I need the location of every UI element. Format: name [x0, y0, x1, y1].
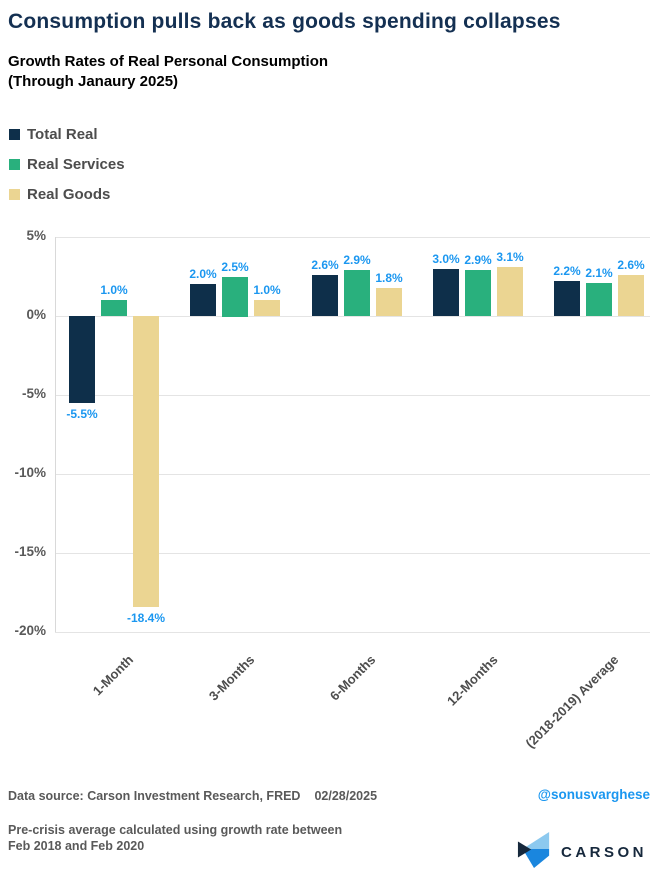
grid-line: [55, 237, 650, 238]
grid-line: [55, 632, 650, 633]
social-handle-link[interactable]: @sonusvarghese: [537, 787, 650, 802]
legend-swatch-icon: [9, 128, 20, 140]
bar: [101, 300, 127, 316]
y-tick-label: -20%: [14, 623, 46, 638]
bar-value-label: 2.0%: [189, 267, 217, 281]
x-category-label: 3-Months: [206, 652, 258, 704]
subtitle-line-1: Growth Rates of Real Personal Consumptio…: [8, 53, 329, 70]
grid-line: [55, 316, 650, 317]
carson-logo-wordmark: CARSON: [561, 843, 648, 861]
bar-value-label: 1.0%: [100, 283, 128, 297]
footnote-line-1: Pre-crisis average calculated using grow…: [8, 823, 343, 837]
chart-legend: Total Real Real Services Real Goods: [9, 119, 125, 209]
x-category-label: (2018-2019) Average: [522, 652, 622, 751]
bar: [465, 270, 491, 316]
chart-subtitle: Growth Rates of Real Personal Consumptio…: [8, 52, 328, 92]
bar-value-label: -18.4%: [126, 611, 166, 625]
legend-swatch-icon: [9, 158, 20, 170]
bar: [554, 281, 580, 316]
bar: [312, 275, 338, 316]
footnote-text: Pre-crisis average calculated using grow…: [8, 822, 342, 854]
y-tick-label: -10%: [14, 465, 46, 480]
grid-line: [55, 395, 650, 396]
bar: [344, 270, 370, 316]
bar-value-label: 1.8%: [375, 271, 403, 285]
bar: [133, 316, 159, 607]
legend-item: Total Real: [9, 119, 125, 149]
x-category-label: 12-Months: [444, 652, 501, 709]
grid-line: [55, 474, 650, 475]
data-source-date: 02/28/2025: [314, 789, 378, 803]
bar-value-label: 3.1%: [496, 250, 524, 264]
bar-value-label: 2.9%: [343, 253, 371, 267]
grid-line: [55, 553, 650, 554]
bar: [497, 267, 523, 316]
footnote-line-2: Feb 2018 and Feb 2020: [8, 839, 145, 853]
legend-item: Real Services: [9, 149, 125, 179]
legend-label: Real Services: [27, 155, 125, 173]
bar-value-label: 2.2%: [553, 264, 581, 278]
bar: [433, 269, 459, 316]
y-tick-label: -5%: [21, 386, 46, 401]
bar-value-label: 2.6%: [311, 258, 339, 272]
bar: [618, 275, 644, 316]
legend-label: Total Real: [27, 125, 98, 143]
bar: [69, 316, 95, 403]
y-tick-label: 5%: [26, 228, 46, 243]
y-tick-label: -15%: [14, 544, 46, 559]
x-category-label: 6-Months: [327, 652, 379, 704]
bar-value-label: 1.0%: [253, 283, 281, 297]
y-tick-label: 0%: [26, 307, 46, 322]
y-axis-line: [55, 237, 56, 632]
x-category-label: 1-Month: [90, 652, 137, 699]
bar: [190, 284, 216, 316]
bar-value-label: 2.9%: [464, 253, 492, 267]
legend-item: Real Goods: [9, 179, 125, 209]
carson-logo-icon: [517, 832, 550, 868]
bar: [254, 300, 280, 316]
page-title: Consumption pulls back as goods spending…: [8, 10, 561, 33]
bar-value-label: -5.5%: [66, 407, 98, 421]
bar: [376, 288, 402, 316]
bar-value-label: 3.0%: [432, 252, 460, 266]
subtitle-line-2: (Through Janaury 2025): [8, 73, 179, 90]
bar: [586, 283, 612, 316]
legend-label: Real Goods: [27, 185, 111, 203]
legend-swatch-icon: [9, 188, 20, 200]
bar-value-label: 2.5%: [221, 260, 249, 274]
bar: [222, 277, 248, 317]
bar-value-label: 2.6%: [617, 258, 645, 272]
bar-value-label: 2.1%: [585, 266, 613, 280]
data-source-text: Data source: Carson Investment Research,…: [8, 789, 378, 803]
carson-logo: CARSON: [517, 830, 647, 870]
